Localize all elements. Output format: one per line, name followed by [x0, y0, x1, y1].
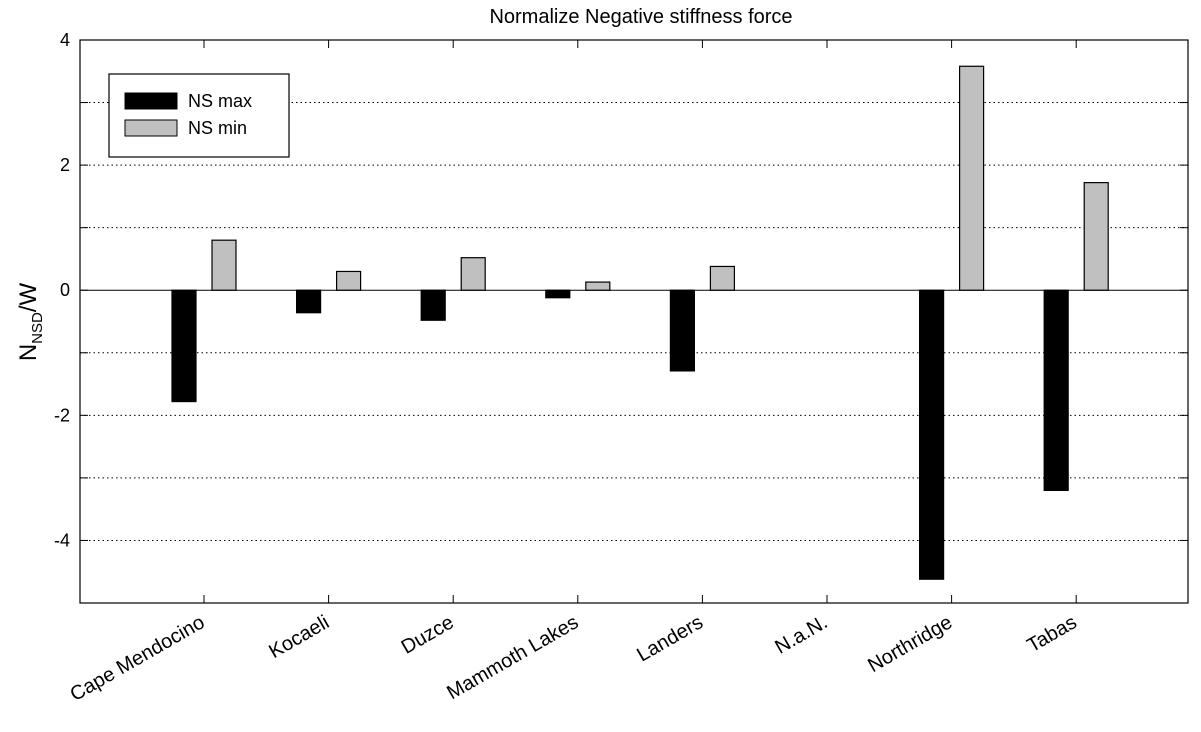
legend-label-ns-max: NS max — [188, 91, 252, 111]
legend-label-ns-min: NS min — [188, 118, 247, 138]
bar-ns-max — [420, 289, 446, 321]
x-category-label: Cape Mendocino — [67, 611, 209, 706]
x-category-label: Kocaeli — [265, 611, 333, 663]
bar-ns-max — [545, 289, 571, 299]
x-category-label: Tabas — [1023, 611, 1080, 657]
chart-title: Normalize Negative stiffness force — [489, 6, 792, 28]
bar-ns-max — [296, 289, 322, 314]
x-category-label: Mammoth Lakes — [443, 611, 582, 704]
y-axis-label-subscript: NSD — [29, 312, 46, 344]
y-tick-labels: 4 2 0 -2 -4 — [54, 30, 70, 550]
x-category-label: Landers — [633, 611, 707, 666]
bar-ns-min — [709, 265, 736, 291]
bar-ns-max — [171, 289, 197, 403]
bar-ns-max — [1043, 289, 1069, 492]
y-tick-label: 0 — [60, 280, 70, 300]
bar-ns-min — [958, 65, 985, 291]
legend-box — [108, 73, 290, 158]
bar-ns-min — [460, 257, 486, 291]
y-axis-label-main: N — [15, 344, 42, 361]
bar-ns-min — [1083, 182, 1109, 291]
x-category-label: N.a.N. — [771, 611, 831, 658]
x-category-label: Northridge — [864, 611, 956, 677]
bar-ns-min — [585, 281, 611, 291]
bar-ns-min — [211, 239, 237, 291]
y-tick-label: 4 — [60, 30, 70, 50]
legend-swatch-ns-max — [124, 92, 178, 110]
gridlines — [80, 102, 1188, 541]
x-category-label: Duzce — [398, 611, 458, 658]
y-tick-label: -4 — [54, 530, 70, 550]
bars — [171, 65, 1109, 580]
bar-ns-max — [918, 289, 945, 580]
y-axis-label-suffix: /W — [15, 282, 42, 312]
y-tick-label: -2 — [54, 405, 70, 425]
plot-frame — [79, 39, 1189, 604]
ticks — [80, 39, 1188, 604]
y-tick-label: 2 — [60, 155, 70, 175]
y-axis-label: NNSD/W — [15, 282, 46, 361]
legend: NS max NS min — [108, 73, 290, 158]
bar-ns-max — [669, 289, 696, 372]
bar-ns-min — [336, 270, 362, 291]
legend-swatch-ns-min — [124, 119, 178, 137]
